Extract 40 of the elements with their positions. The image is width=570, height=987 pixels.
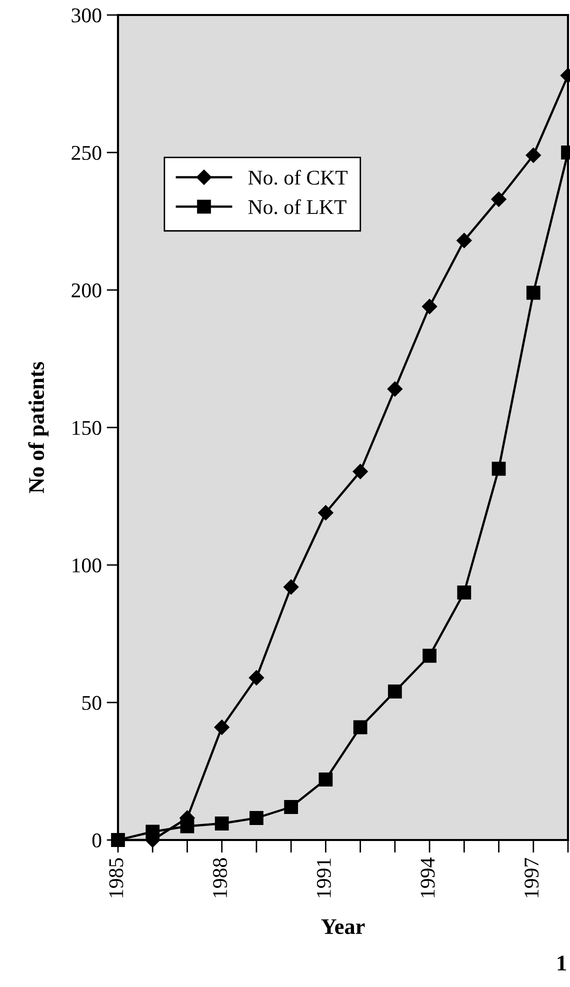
point: [353, 720, 368, 734]
x-tick-label: 1985: [109, 858, 124, 898]
x-axis-title: Year: [321, 919, 365, 934]
point: [250, 811, 264, 825]
point: [180, 819, 194, 834]
point: [526, 148, 541, 163]
y-tick-label: 150: [72, 420, 102, 435]
point: [284, 800, 298, 814]
point: [352, 464, 368, 480]
point: [318, 772, 333, 786]
y-tick-label: 0: [92, 833, 102, 848]
point: [491, 192, 506, 207]
y-tick-label: 300: [72, 8, 102, 22]
text: 1: [558, 956, 566, 970]
point: [457, 586, 472, 600]
point: [214, 720, 230, 735]
point: [387, 381, 402, 397]
point: [492, 462, 506, 476]
point: [422, 298, 438, 314]
legend-label: No. of LKT: [248, 199, 346, 214]
y-tick-label: 200: [72, 283, 102, 298]
point: [526, 286, 540, 300]
x-tick-label: 1997: [524, 858, 539, 898]
point: [146, 824, 160, 839]
y-tick-label: 50: [82, 696, 102, 710]
x-tick-label: 1988: [213, 858, 228, 898]
point: [422, 648, 436, 663]
y-axis-title: No of patients: [28, 362, 49, 494]
x-tick-label: 1991: [316, 858, 331, 898]
y-tick-label: 100: [72, 558, 102, 572]
point: [284, 579, 299, 595]
point: [111, 833, 125, 847]
point: [388, 684, 402, 698]
point: [318, 505, 334, 520]
point: [248, 670, 264, 686]
x-tick-label: 1994: [420, 858, 435, 898]
legend-label: No. of CKT: [248, 170, 348, 185]
point: [456, 232, 472, 248]
point: [214, 816, 229, 830]
y-tick-label: 250: [72, 146, 102, 160]
